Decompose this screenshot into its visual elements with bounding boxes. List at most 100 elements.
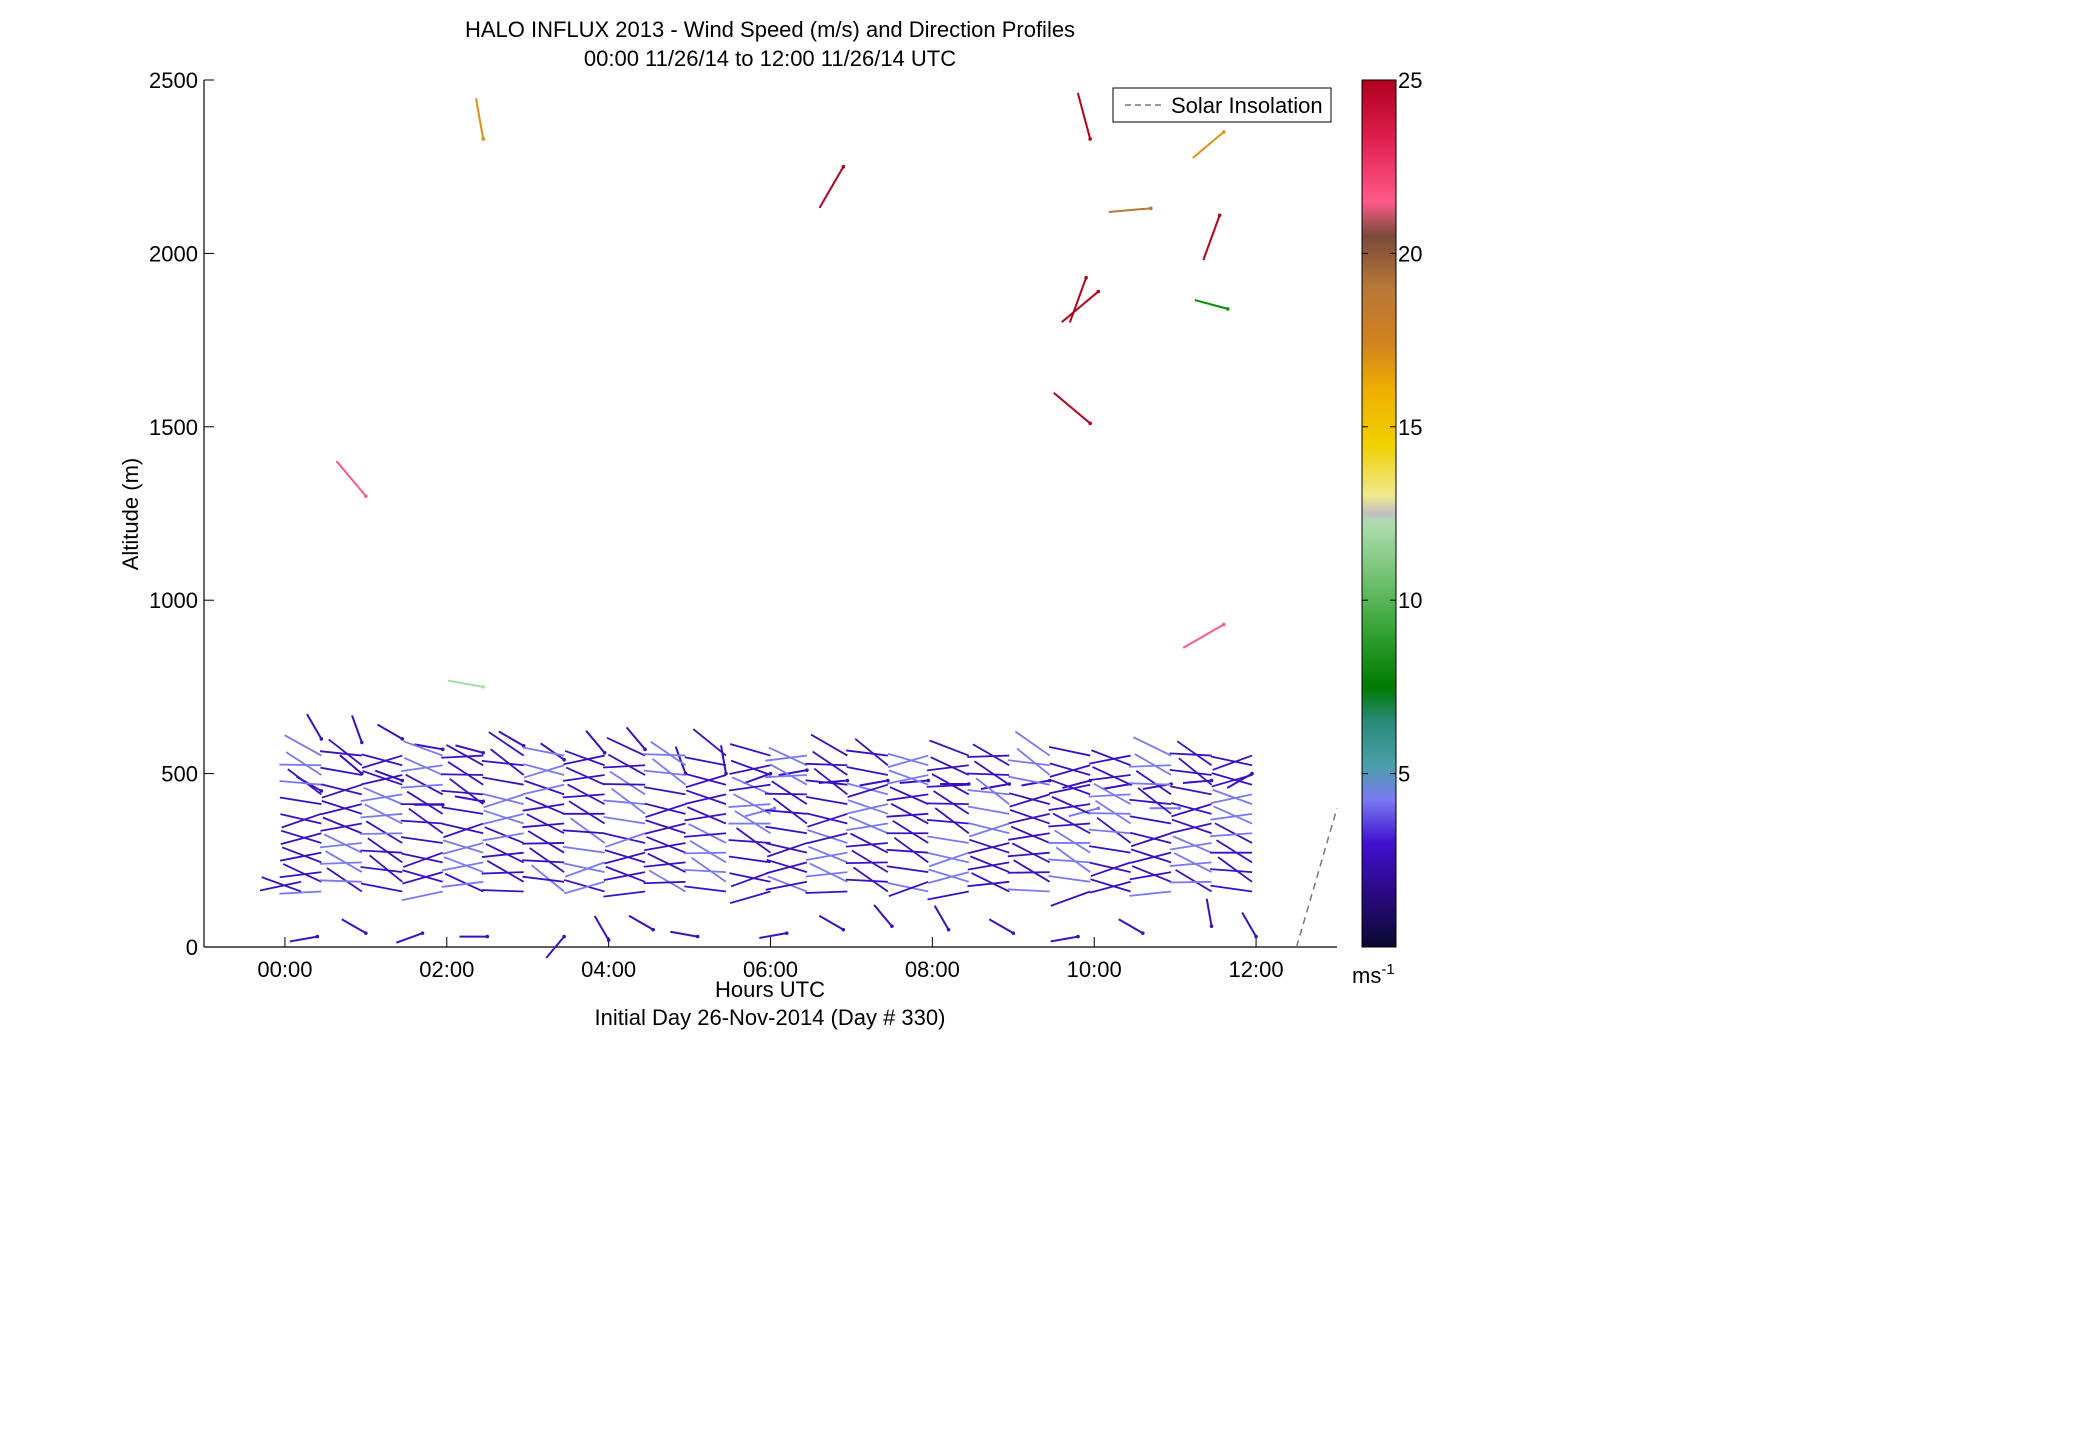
wind-barb xyxy=(328,738,363,766)
wind-barb xyxy=(628,914,654,931)
wind-barb xyxy=(522,803,565,812)
wind-barb xyxy=(441,773,484,776)
wind-barb xyxy=(759,932,787,939)
wind-barb xyxy=(402,851,444,868)
wind-barb xyxy=(805,779,848,786)
wind-barb xyxy=(1210,832,1253,838)
wind-barb xyxy=(967,861,1010,871)
wind-barb xyxy=(341,918,367,934)
wind-barb xyxy=(851,849,889,873)
wind-barb xyxy=(1130,848,1172,864)
wind-barb-origin xyxy=(1084,275,1088,280)
wind-barb xyxy=(1007,888,1050,893)
wind-barb xyxy=(969,838,1010,854)
wind-barb-origin xyxy=(1217,213,1222,218)
wind-barb xyxy=(404,757,444,776)
wind-barb xyxy=(683,868,727,873)
wind-barb xyxy=(1090,861,1131,877)
wind-barb xyxy=(607,753,646,776)
wind-barb xyxy=(1129,764,1172,768)
wind-barb xyxy=(360,812,403,819)
wind-barb xyxy=(888,769,929,786)
wind-barb xyxy=(319,750,362,757)
wind-barb xyxy=(1076,92,1092,140)
wind-barb xyxy=(1169,752,1212,757)
wind-barb xyxy=(1014,730,1051,757)
wind-barb xyxy=(447,679,484,688)
wind-barb xyxy=(1118,918,1144,934)
wind-barb xyxy=(285,751,322,776)
wind-barb xyxy=(846,766,889,776)
wind-barb-origin xyxy=(481,799,486,804)
wind-barb xyxy=(1130,832,1172,848)
wind-barb xyxy=(644,842,686,852)
wind-barb xyxy=(1009,809,1050,825)
wind-barb xyxy=(769,763,808,786)
wind-barb xyxy=(568,800,606,825)
wind-barb xyxy=(562,829,605,835)
wind-barb xyxy=(1213,805,1253,825)
wind-barb xyxy=(442,842,484,855)
wind-barb xyxy=(563,880,605,895)
wind-barb xyxy=(414,743,443,751)
wind-barb xyxy=(720,745,727,774)
wind-barb xyxy=(442,822,484,835)
wind-barb xyxy=(1089,845,1131,854)
wind-barb-origin xyxy=(319,789,324,793)
chart-title: HALO INFLUX 2013 - Wind Speed (m/s) and … xyxy=(465,17,1075,42)
wind-barb xyxy=(319,879,362,883)
wind-barb xyxy=(610,787,646,815)
wind-barb xyxy=(644,786,686,796)
wind-barb xyxy=(1129,798,1172,806)
wind-barb xyxy=(320,783,363,796)
wind-barb xyxy=(361,774,403,786)
colorbar-tick-label: 5 xyxy=(1398,762,1410,787)
wind-barb xyxy=(967,772,1010,776)
wind-barb xyxy=(1093,782,1132,805)
wind-barb xyxy=(778,769,808,777)
wind-barb xyxy=(1089,880,1131,894)
wind-barb xyxy=(522,822,565,829)
wind-barb xyxy=(360,882,403,893)
wind-barb xyxy=(441,861,484,872)
solar-insolation-group xyxy=(1295,808,1338,948)
wind-barb xyxy=(563,862,605,873)
wind-barb xyxy=(401,764,443,773)
x-tick-group: 00:00 02:00 04:00 06:00 08:00 10:00 12:00 xyxy=(257,937,1284,982)
wind-barb xyxy=(1089,754,1131,765)
wind-barb xyxy=(322,816,363,835)
wind-barb xyxy=(645,819,686,835)
wind-barb xyxy=(1173,852,1212,873)
wind-barb-origin xyxy=(562,934,566,939)
wind-barb xyxy=(1182,623,1225,649)
wind-barb xyxy=(402,740,444,757)
wind-barb xyxy=(729,890,771,904)
wind-barb xyxy=(1132,736,1172,757)
wind-barb xyxy=(892,819,929,844)
wind-barb xyxy=(259,880,302,892)
wind-barb xyxy=(1050,890,1091,907)
wind-barb xyxy=(1048,783,1091,795)
wind-barb xyxy=(401,836,443,844)
wind-barb-origin xyxy=(1140,931,1145,935)
wind-barb xyxy=(530,864,565,893)
wind-barb xyxy=(1094,799,1132,825)
wind-barb xyxy=(930,756,970,776)
wind-barb xyxy=(401,852,443,864)
wind-barb xyxy=(444,872,484,893)
wind-barb xyxy=(643,861,686,868)
wind-barb xyxy=(643,880,686,885)
wind-barb xyxy=(367,837,403,864)
wind-barb xyxy=(1010,825,1051,844)
wind-barb xyxy=(766,858,808,873)
wind-barb xyxy=(730,871,771,888)
wind-barb xyxy=(852,866,889,893)
wind-barb xyxy=(545,935,565,959)
wind-barb xyxy=(1049,762,1091,776)
wind-barb xyxy=(765,754,808,762)
wind-barb xyxy=(766,842,808,858)
colorbar-tick-group: 5 10 15 20 25 xyxy=(1362,68,1422,787)
wind-barb xyxy=(326,867,363,893)
